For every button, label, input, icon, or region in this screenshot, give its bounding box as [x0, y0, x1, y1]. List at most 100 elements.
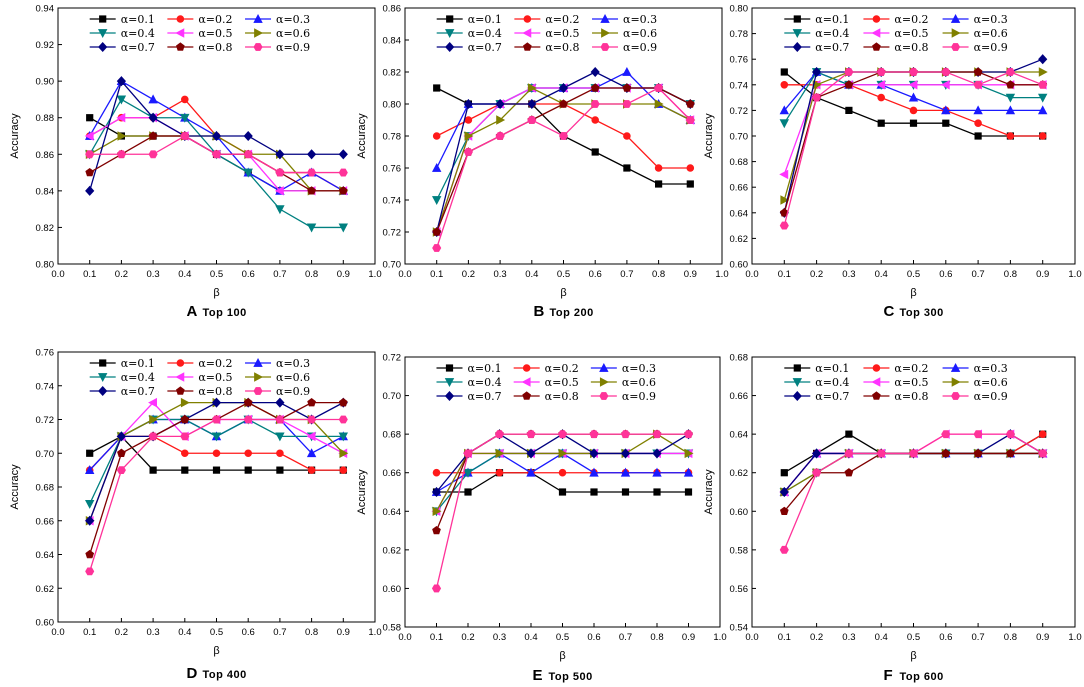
x-tick-label: 0.0: [745, 269, 758, 280]
data-point: [117, 131, 127, 141]
data-point: [1005, 105, 1016, 115]
legend-item: α=0.5: [863, 27, 929, 40]
legend-label: α=0.5: [545, 27, 579, 40]
data-point: [1006, 80, 1015, 89]
data-point: [339, 448, 349, 458]
legend-label: α=0.8: [545, 390, 579, 403]
legend-label: α=0.4: [468, 376, 502, 389]
series-alpha-0-6: [85, 131, 349, 196]
x-tick-label: 0.7: [971, 632, 984, 643]
data-point: [684, 448, 694, 459]
data-point: [243, 168, 253, 178]
y-tick-label: 0.74: [730, 80, 749, 91]
data-point: [620, 448, 631, 459]
y-axis-label: Accuracy: [356, 469, 368, 515]
data-point: [909, 106, 918, 115]
series-line: [436, 87, 691, 233]
data-point: [654, 84, 664, 92]
x-tick-label: 0.0: [398, 632, 411, 643]
x-tick-label: 0.5: [210, 627, 223, 638]
legend-marker: [98, 41, 108, 53]
x-tick-label: 0.6: [939, 269, 952, 280]
legend-marker: [98, 373, 108, 383]
data-point: [589, 467, 599, 477]
data-point: [845, 430, 853, 438]
x-tick-label: 0.8: [652, 269, 665, 280]
legend-item: α=0.6: [590, 376, 656, 389]
y-tick-label: 0.74: [36, 381, 55, 392]
data-point: [683, 430, 694, 439]
legend-item: α=0.4: [784, 27, 849, 40]
x-tick-label: 0.4: [875, 269, 888, 280]
data-point: [844, 449, 854, 458]
legend-item: α=0.9: [245, 385, 310, 398]
y-axis-label: Accuracy: [703, 469, 715, 515]
legend-item: α=0.7: [89, 385, 155, 398]
data-point: [844, 80, 854, 89]
data-point: [557, 430, 568, 439]
series-alpha-0-8: [432, 429, 693, 535]
x-tick-label: 0.1: [83, 627, 96, 638]
y-tick-label: 0.64: [730, 208, 749, 219]
data-point: [876, 449, 886, 458]
data-point: [306, 149, 317, 160]
data-point: [623, 132, 631, 140]
legend-label: α=0.6: [276, 27, 310, 40]
legend-item: α=0.8: [514, 41, 580, 54]
data-point: [86, 114, 94, 122]
data-point: [780, 469, 788, 477]
y-tick-label: 0.80: [36, 260, 55, 271]
data-point: [211, 150, 222, 159]
data-point: [307, 415, 317, 424]
x-tick-label: 0.2: [462, 269, 475, 280]
data-point: [433, 84, 441, 92]
legend-item: α=0.5: [167, 27, 233, 40]
legend-label: α=0.7: [121, 41, 155, 54]
data-point: [306, 448, 317, 458]
legend-item: α=0.6: [942, 376, 1008, 389]
data-point: [620, 430, 631, 439]
data-point: [652, 448, 662, 459]
legend-marker: [600, 13, 610, 23]
data-point: [780, 68, 788, 76]
legend-marker: [950, 362, 961, 372]
series-line: [436, 87, 691, 233]
series-line: [89, 98, 344, 192]
data-point: [181, 466, 189, 474]
y-tick-label: 0.62: [730, 234, 749, 245]
data-point: [558, 82, 569, 94]
data-point: [684, 488, 693, 496]
legend: α=0.1 α=0.2 α=0.3 α=0.4 α=0.5 α=0.6 α=0.7 α=0.8…: [89, 13, 310, 54]
data-point: [779, 119, 789, 129]
x-tick-label: 1.0: [368, 269, 381, 280]
y-tick-label: 0.94: [36, 4, 55, 15]
data-point: [527, 98, 537, 110]
legend-item: α=0.3: [942, 13, 1008, 26]
data-point: [148, 432, 158, 441]
legend-label: α=0.2: [198, 13, 232, 26]
x-tick-label: 0.4: [178, 269, 191, 280]
legend-item: α=0.3: [245, 13, 310, 26]
y-tick-label: 0.60: [730, 260, 749, 271]
data-point: [974, 132, 982, 140]
x-tick-label: 1.0: [713, 632, 726, 643]
legend-marker: [951, 377, 961, 387]
x-tick-label: 0.6: [587, 632, 600, 643]
y-tick-label: 0.62: [383, 545, 402, 556]
data-point: [589, 430, 599, 439]
data-point: [338, 398, 348, 407]
data-point: [1038, 93, 1048, 103]
data-point: [212, 466, 221, 474]
data-point: [779, 221, 789, 230]
y-tick-label: 0.76: [383, 164, 402, 175]
data-point: [908, 68, 919, 76]
legend-marker: [521, 377, 531, 387]
legend-label: α=0.3: [623, 13, 657, 26]
data-point: [116, 150, 126, 159]
x-tick-label: 0.0: [398, 269, 411, 280]
legend-label: α=0.9: [974, 390, 1008, 403]
data-point: [276, 466, 284, 474]
legend-marker: [446, 15, 454, 23]
data-point: [558, 448, 568, 459]
data-point: [432, 227, 442, 236]
